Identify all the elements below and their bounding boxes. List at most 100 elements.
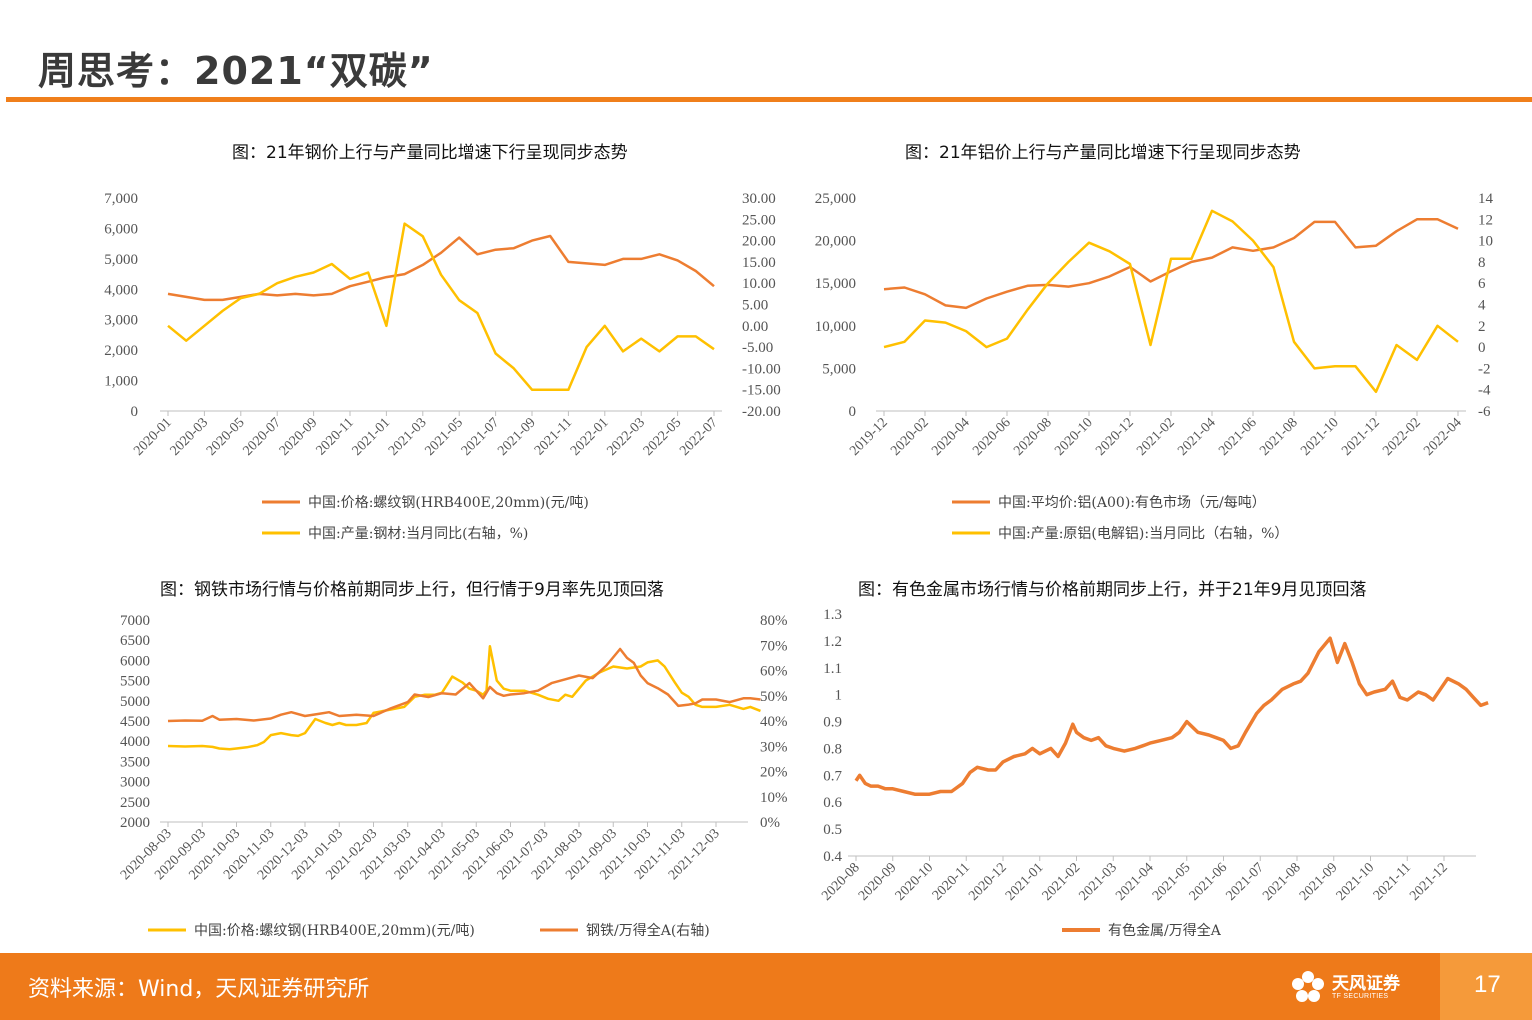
chart4-left-tick: 0.6 (823, 795, 842, 811)
chart1-x-tick-label: 2021-01 (350, 415, 394, 459)
chart4-legend-label-0: 有色金属/万得全A (1108, 922, 1222, 939)
flower-logo-icon (1292, 971, 1324, 1002)
chart3-legend-label-0: 中国:价格:螺纹钢(HRB400E,20mm)(元/吨) (194, 923, 475, 939)
chart1-x-tick-label: 2020-11 (314, 415, 357, 458)
chart3-right-tick: 50% (760, 689, 788, 705)
chart1-x-tick-label: 2021-11 (532, 415, 575, 458)
chart1-right-tick: 30.00 (742, 191, 776, 207)
chart4-left-tick: 0.4 (823, 849, 842, 865)
chart4-x-tick-label: 2021-11 (1371, 860, 1414, 903)
chart1-x-tick-label: 2020-07 (240, 415, 284, 459)
chart1-x-tick-label: 2020-05 (204, 415, 248, 459)
chart3-left-tick: 2000 (120, 815, 150, 831)
chart2-right-tick: 4 (1478, 298, 1486, 314)
chart4-left-tick: 1 (835, 688, 843, 704)
chart1-left-tick: 4,000 (104, 282, 138, 298)
chart1-left-tick: 1,000 (104, 374, 138, 390)
chart2-series-1-line (883, 209, 1459, 394)
chart2-right-tick: 10 (1478, 234, 1493, 250)
chart1-left-tick: 5,000 (104, 252, 138, 268)
chart2-plot: 0 5,000 10,000 15,000 20,000 25,000 -6 -4 -2 0 2 4 6… (815, 191, 1494, 542)
chart1-x-tick-label: 2020-01 (131, 415, 175, 459)
chart2-right-tick: 12 (1478, 212, 1493, 228)
chart2-left-tick: 25,000 (815, 191, 856, 207)
chart1-x-tick-label: 2020-03 (168, 415, 212, 459)
chart1-title: 图：21年钢价上行与产量同比增速下行呈现同步态势 (232, 143, 628, 163)
chart1-x-tick-label: 2022-03 (604, 415, 648, 459)
chart2-right-tick: 2 (1478, 319, 1486, 335)
chart2-right-tick: 14 (1478, 191, 1494, 207)
chart4-x-tick-label: 2021-09 (1297, 860, 1341, 904)
chart2-x-tick-label: 2021-06 (1216, 415, 1260, 459)
chart2-right-tick: -4 (1478, 383, 1491, 399)
chart3-left-tick: 2500 (120, 795, 150, 811)
tf-logo: 天风证券 TF SECURITIES (1288, 967, 1428, 1011)
chart1-right-tick: 0.00 (742, 319, 768, 335)
chart3-right-tick: 60% (760, 664, 788, 680)
chart1-x-tick-label: 2022-05 (641, 415, 685, 459)
chart3-left-tick: 7000 (120, 613, 150, 629)
chart2-right-tick: -6 (1478, 404, 1491, 420)
chart2-x-tick-label: 2021-10 (1298, 415, 1342, 459)
logo-cn: 天风证券 (1332, 974, 1400, 994)
chart2-left-tick: 15,000 (815, 276, 856, 292)
chart1-left-tick: 2,000 (104, 343, 138, 359)
chart2-title: 图：21年铝价上行与产量同比增速下行呈现同步态势 (905, 143, 1301, 163)
chart2-right-tick: -2 (1478, 361, 1491, 377)
chart1-series-0-line (167, 234, 715, 302)
chart2-x-tick-label: 2020-08 (1011, 415, 1055, 459)
chart3-series-1-line (167, 647, 761, 723)
page-number: 17 (1474, 971, 1501, 998)
chart3-left-tick: 4500 (120, 714, 150, 730)
chart4-left-tick: 0.8 (823, 741, 842, 757)
chart4-x-tick-label: 2021-07 (1223, 860, 1267, 904)
page-title: 周思考：2021“双碳” (38, 49, 434, 93)
chart1-left-tick: 7,000 (104, 191, 138, 207)
chart1-right-tick: -5.00 (742, 340, 773, 356)
chart3-right-tick: 40% (760, 714, 788, 730)
chart3-right-tick: 10% (760, 790, 788, 806)
chart3-left-tick: 3000 (120, 775, 150, 791)
chart4-title: 图：有色金属市场行情与价格前期同步上行，并于21年9月见顶回落 (858, 580, 1367, 600)
chart4-x-tick-label: 2021-04 (1113, 860, 1157, 904)
chart2-left-tick: 10,000 (815, 319, 856, 335)
chart4-x-tick-label: 2020-08 (819, 860, 863, 904)
chart4-x-tick-label: 2021-12 (1407, 860, 1451, 904)
chart2-x-tick-label: 2020-06 (970, 415, 1014, 459)
page-number-box (1440, 953, 1532, 1020)
chart2-x-tick-label: 2022-02 (1380, 415, 1424, 459)
chart2-legend-label-1: 中国:产量:原铝(电解铝):当月同比（右轴，%） (998, 526, 1288, 542)
chart2-x-tick-label: 2021-12 (1339, 415, 1383, 459)
chart2-right-tick: 6 (1478, 276, 1486, 292)
chart3-series-0-line (167, 645, 761, 751)
charts-canvas: 01,0002,0003,0004,0005,0006,0007,000-20.… (104, 191, 1494, 939)
chart3-right-tick: 0% (760, 815, 780, 831)
chart1-x-tick-label: 2022-07 (677, 415, 721, 459)
chart1-x-tick-label: 2020-09 (277, 415, 321, 459)
chart1-legend-label-1: 中国:产量:钢材:当月同比(右轴，%) (308, 526, 528, 542)
chart4-x-tick-label: 2021-02 (1040, 860, 1084, 904)
chart2-left-tick: 20,000 (815, 234, 856, 250)
chart1-left-tick: 3,000 (104, 313, 138, 329)
chart4-left-tick: 0.9 (823, 715, 842, 731)
chart2-right-tick: 8 (1478, 255, 1486, 271)
chart2-x-tick-label: 2020-10 (1052, 415, 1096, 459)
title-underline (6, 97, 1532, 102)
chart2-x-tick-label: 2021-08 (1257, 415, 1301, 459)
chart1-right-tick: 20.00 (742, 234, 776, 250)
chart4-x-tick-label: 2020-12 (966, 860, 1010, 904)
chart4-plot: 0.40.50.60.70.80.911.11.21.32020-082020-… (819, 607, 1489, 939)
chart1-right-tick: 5.00 (742, 298, 768, 314)
chart1-right-tick: -10.00 (742, 361, 781, 377)
chart1-left-tick: 0 (131, 404, 139, 420)
chart1-right-tick: -20.00 (742, 404, 781, 420)
chart1-right-tick: 15.00 (742, 255, 776, 271)
footer-bar: 资料来源：Wind，天风证券研究所 天风证券 TF SECURITIES 17 (0, 953, 1532, 1020)
chart3-left-tick: 6000 (120, 653, 150, 669)
chart1-x-tick-label: 2021-07 (459, 415, 503, 459)
chart2-left-tick: 0 (849, 404, 857, 420)
chart3-right-tick: 30% (760, 739, 788, 755)
chart1-right-tick: -15.00 (742, 383, 781, 399)
chart4-series-0-line (854, 636, 1489, 796)
chart3-left-tick: 6500 (120, 633, 150, 649)
